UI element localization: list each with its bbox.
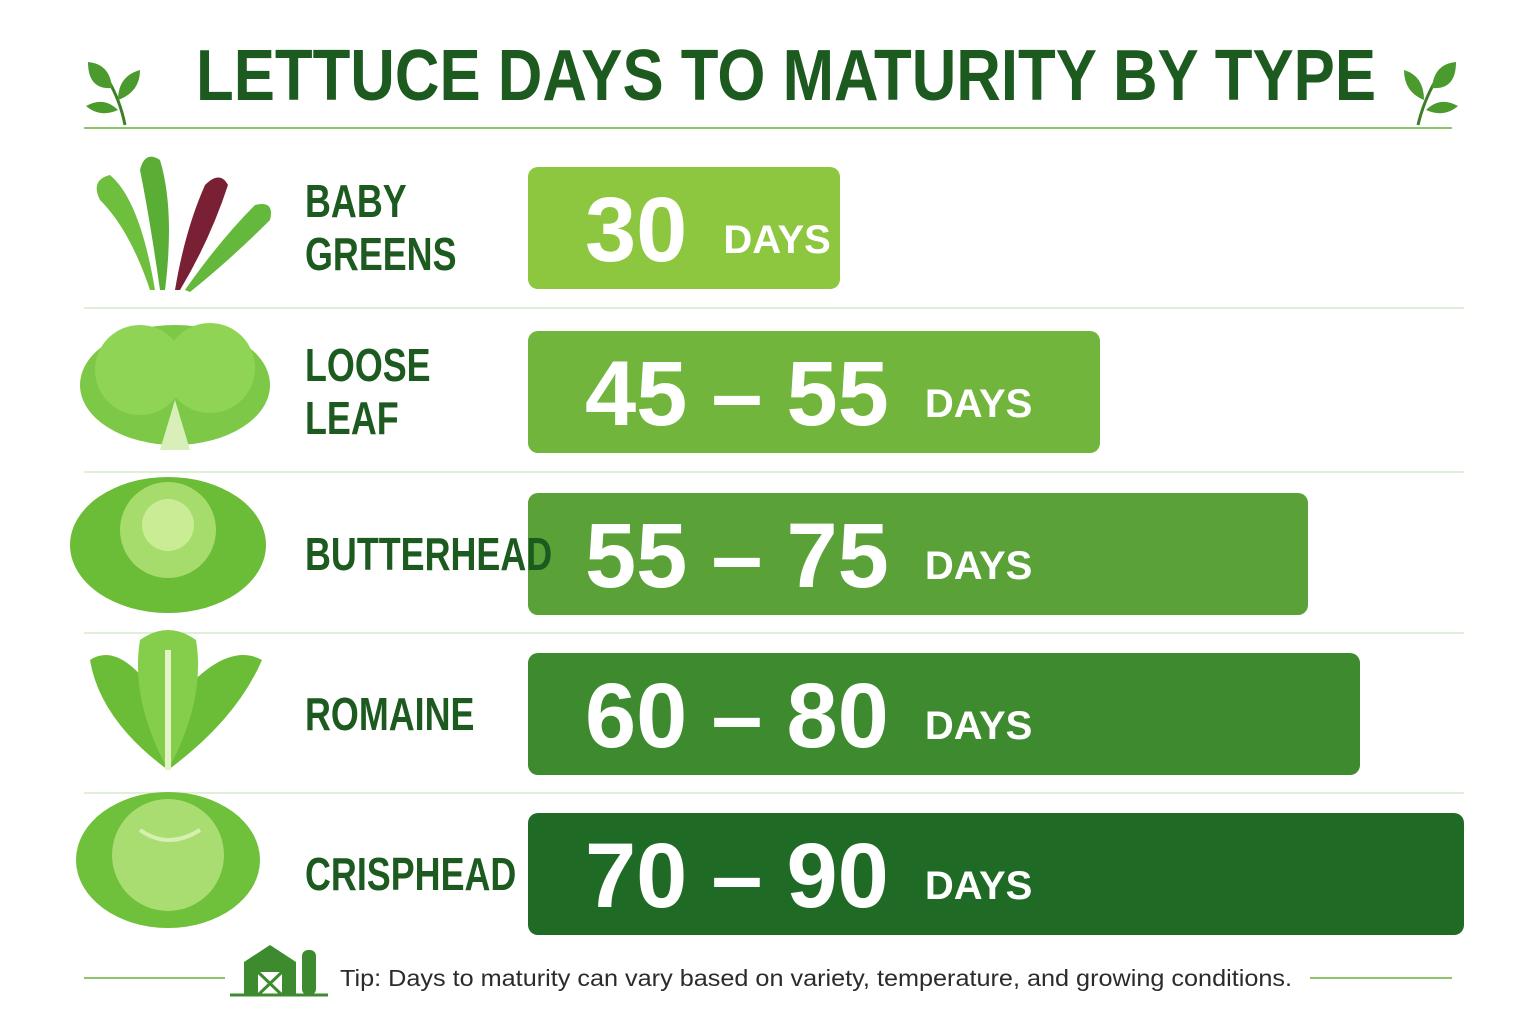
- range-high: 90: [787, 825, 889, 927]
- range-separator: –: [711, 665, 762, 767]
- range-low: 70: [585, 825, 687, 927]
- bar: [528, 331, 1100, 453]
- unit: DAYS: [925, 704, 1032, 748]
- tip-note: Tip: Days to maturity can vary based on …: [340, 965, 1292, 991]
- bar-label: 45–55 DAYS: [585, 343, 1032, 445]
- category-label: BABY GREENS: [305, 175, 457, 280]
- category-label: ROMAINE: [305, 687, 475, 740]
- range-separator: –: [711, 825, 762, 927]
- sprig-left: [86, 62, 140, 126]
- range-separator: –: [711, 505, 762, 607]
- icon-loose-leaf: [80, 323, 270, 450]
- bar: [528, 167, 840, 289]
- category-label: BUTTERHEAD: [305, 527, 553, 580]
- range-high: 55: [787, 343, 889, 445]
- bar: [528, 813, 1464, 935]
- range-low: 60: [585, 665, 687, 767]
- unit: DAYS: [723, 218, 830, 262]
- range-low: 45: [585, 343, 687, 445]
- range-high: 75: [787, 505, 889, 607]
- range-high: 80: [787, 665, 889, 767]
- row-separators: [84, 307, 1464, 794]
- unit: DAYS: [925, 544, 1032, 588]
- category-label: CRISPHEAD: [305, 847, 517, 900]
- icon-baby-greens: [96, 156, 271, 292]
- barn-icon: [230, 945, 328, 997]
- icon-crisphead: [76, 792, 260, 928]
- unit: DAYS: [925, 382, 1032, 426]
- value: 30: [585, 179, 687, 281]
- icon-romaine: [90, 630, 262, 770]
- bar-label: 55–75 DAYS: [585, 505, 1032, 607]
- category-label: LOOSE LEAF: [305, 339, 431, 444]
- range-separator: –: [711, 343, 762, 445]
- bar-label: 30 DAYS: [585, 179, 831, 281]
- bar-label: 70–90 DAYS: [585, 825, 1032, 927]
- bar: [528, 653, 1360, 775]
- icon-butterhead: [70, 477, 266, 613]
- unit: DAYS: [925, 864, 1032, 908]
- bar: [528, 493, 1308, 615]
- sprig-right: [1404, 62, 1458, 126]
- bar-label: 60–80 DAYS: [585, 665, 1032, 767]
- chart-title: LETTUCE DAYS TO MATURITY BY TYPE: [196, 36, 1376, 116]
- range-low: 55: [585, 505, 687, 607]
